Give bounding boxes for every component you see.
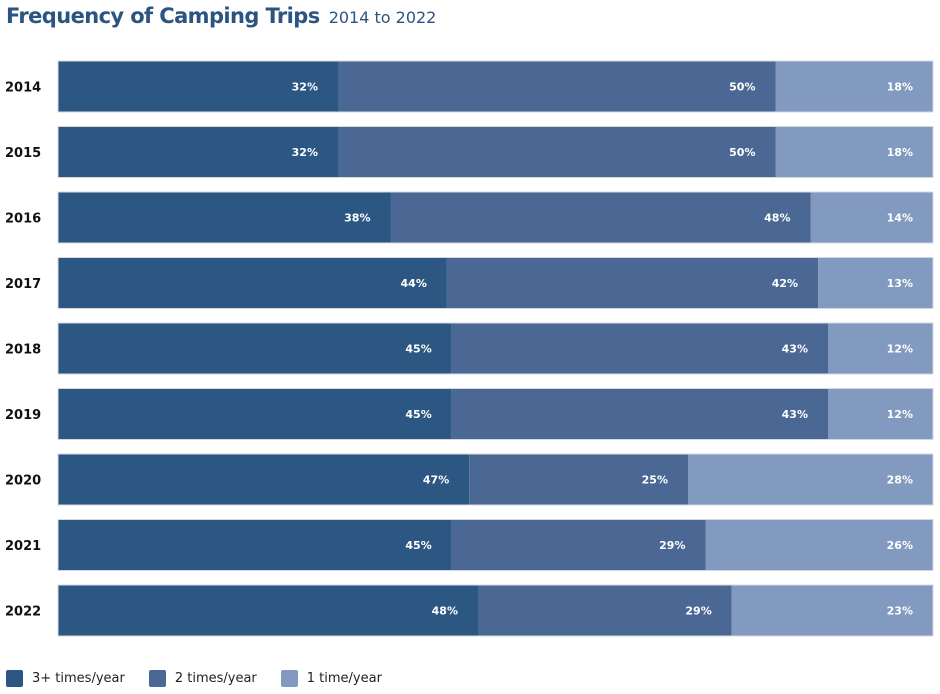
bar-segment-2019-1time: [828, 388, 933, 440]
bar-segment-2021-3plus: [58, 519, 452, 571]
data-label-2022-2times: 29%: [685, 605, 711, 618]
legend-item-3plus: 3+ times/year: [6, 670, 125, 687]
bar-segment-2016-3plus: [58, 192, 391, 243]
data-label-2018-1time: 12%: [887, 343, 913, 356]
data-label-2019-2times: 43%: [782, 408, 808, 421]
data-label-2015-3plus: 32%: [292, 146, 318, 159]
bar-outline-2020: [57, 453, 934, 506]
chart-legend: 3+ times/year 2 times/year 1 time/year: [6, 670, 406, 687]
y-axis-label-2022: 2022: [5, 605, 41, 620]
y-axis-label-2019: 2019: [5, 408, 41, 423]
data-label-2020-1time: 28%: [887, 474, 913, 487]
bar-segment-2018-1time: [828, 323, 933, 374]
bar-segment-2015-3plus: [58, 126, 338, 178]
bar-segment-2015-1time: [775, 126, 933, 178]
bar-segment-2022-3plus: [58, 585, 478, 636]
legend-swatch-1time: [280, 670, 298, 687]
bar-segment-2022-2times: [478, 585, 732, 636]
bar-segment-2014-3plus: [58, 61, 338, 112]
y-axis-label-2014: 2014: [5, 81, 41, 96]
bar-segment-2021-2times: [451, 519, 706, 571]
data-label-2018-3plus: 45%: [405, 343, 431, 356]
data-label-2014-2times: 50%: [729, 81, 755, 94]
legend-swatch-2times: [148, 670, 166, 687]
y-axis-label-2018: 2018: [5, 343, 41, 358]
bar-segment-2019-3plus: [58, 388, 452, 440]
data-label-2016-1time: 14%: [887, 212, 913, 225]
legend-item-1time: 1 time/year: [280, 670, 382, 687]
bar-outline-2015: [57, 126, 934, 178]
legend-label-1time: 1 time/year: [306, 671, 382, 686]
bar-outline-2018: [57, 322, 934, 375]
bar-segment-2018-3plus: [58, 323, 452, 374]
bar-segment-2017-3plus: [58, 257, 447, 309]
data-label-2021-1time: 26%: [887, 539, 913, 552]
data-label-2021-2times: 29%: [659, 539, 685, 552]
y-axis-label-2015: 2015: [5, 146, 41, 161]
y-axis-label-2020: 2020: [5, 474, 41, 489]
bar-segment-2018-2times: [451, 323, 828, 374]
data-label-2020-3plus: 47%: [423, 474, 449, 487]
bar-segment-2016-1time: [810, 192, 933, 243]
bar-segment-2017-1time: [818, 257, 933, 309]
legend-label-2times: 2 times/year: [174, 671, 257, 686]
data-label-2014-1time: 18%: [887, 81, 913, 94]
data-label-2021-3plus: 45%: [405, 539, 431, 552]
y-axis-label-2016: 2016: [5, 212, 41, 227]
bar-segment-2020-3plus: [58, 454, 470, 505]
bar-segment-2020-2times: [469, 454, 688, 505]
data-label-2017-2times: 42%: [772, 277, 798, 290]
bar-segment-2021-1time: [705, 519, 933, 571]
stacked-bar-chart: 2014 32% 50% 18% 2015 32% 50% 18% 2016 38% 48% 14% 2…: [5, 60, 934, 637]
data-label-2015-2times: 50%: [729, 146, 755, 159]
legend-label-3plus: 3+ times/year: [32, 671, 125, 686]
data-label-2022-3plus: 48%: [432, 605, 458, 618]
bar-outline-2017: [57, 257, 934, 309]
bar-outline-2022: [57, 584, 934, 637]
bar-segment-2017-2times: [446, 257, 819, 309]
data-label-2017-1time: 13%: [887, 277, 913, 290]
legend-item-2times: 2 times/year: [148, 670, 257, 687]
data-label-2017-3plus: 44%: [401, 277, 427, 290]
bar-outline-2021: [57, 519, 934, 571]
bar-segment-2015-2times: [338, 126, 776, 178]
bar-segment-2014-1time: [775, 61, 933, 112]
legend-swatch-3plus: [6, 670, 23, 687]
bar-outline-2014: [57, 60, 934, 113]
bar-segment-2016-2times: [390, 192, 811, 243]
data-label-2019-1time: 12%: [887, 408, 913, 421]
bar-outline-2016: [57, 191, 934, 244]
data-label-2016-3plus: 38%: [344, 212, 370, 225]
data-label-2019-3plus: 45%: [405, 408, 431, 421]
bar-outline-2019: [57, 388, 934, 440]
data-label-2020-2times: 25%: [642, 474, 668, 487]
data-label-2015-1time: 18%: [887, 146, 913, 159]
y-axis-label-2017: 2017: [5, 277, 41, 292]
bar-segment-2019-2times: [451, 388, 828, 440]
chart-subtitle: 2014 to 2022: [328, 8, 437, 27]
data-label-2016-2times: 48%: [764, 212, 790, 225]
data-label-2018-2times: 43%: [782, 343, 808, 356]
chart-title-block: Frequency of Camping Trips 2014 to 2022: [6, 4, 436, 28]
data-label-2014-3plus: 32%: [292, 81, 318, 94]
y-axis-label-2021: 2021: [5, 539, 41, 554]
bar-segment-2022-1time: [731, 585, 933, 636]
bar-segment-2020-1time: [688, 454, 933, 505]
chart-title: Frequency of Camping Trips: [6, 4, 320, 28]
bar-segment-2014-2times: [338, 61, 776, 112]
data-label-2022-1time: 23%: [887, 605, 913, 618]
